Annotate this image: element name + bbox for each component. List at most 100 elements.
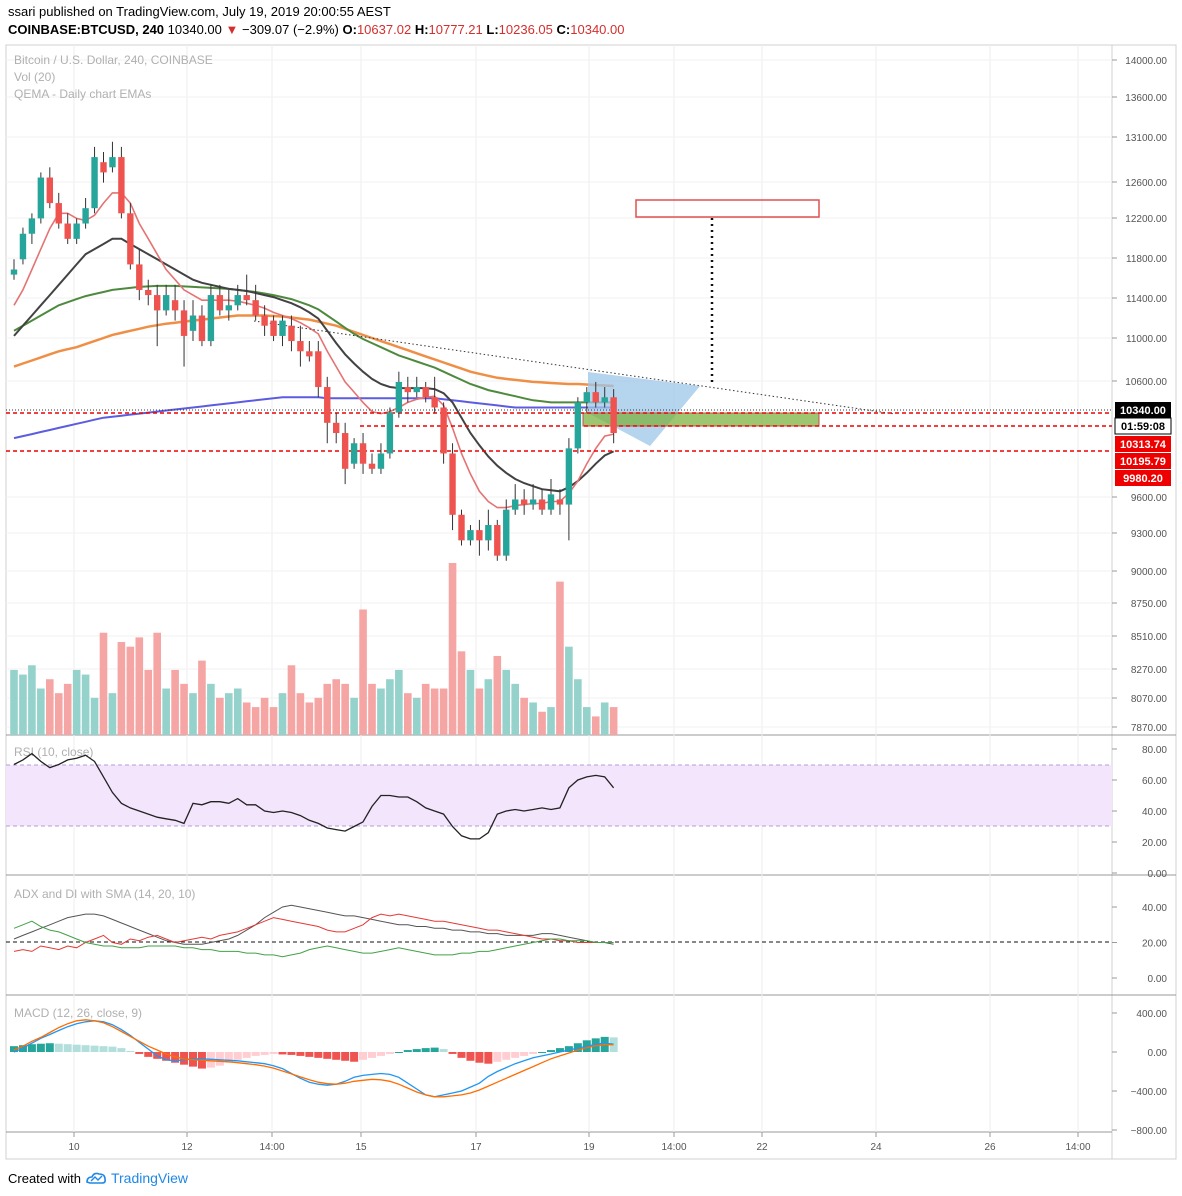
volume-bar — [46, 679, 54, 735]
volume-bar — [493, 655, 502, 735]
level-tag — [1115, 453, 1171, 469]
candle-down — [55, 203, 62, 224]
macd-histogram-bar — [117, 1048, 126, 1052]
macd-title: MACD (12, 26, close, 9) — [14, 1006, 142, 1020]
macd-histogram-bar — [269, 1052, 278, 1054]
rsi-series — [13, 752, 615, 840]
macd-histogram-bar — [287, 1052, 296, 1055]
candle-up — [547, 494, 555, 510]
volume-bar — [314, 697, 323, 735]
support-zone[interactable] — [582, 412, 820, 427]
last-price: 10340.00 — [167, 22, 222, 37]
macd-histogram-bar — [555, 1048, 564, 1052]
price-tick-label: 12200.00 — [1125, 214, 1167, 225]
ema-black-line — [13, 237, 615, 493]
volume-bar — [108, 693, 117, 735]
candle-up — [28, 218, 36, 234]
candle-down — [180, 310, 188, 336]
price-change: −309.07 (−2.9%) — [242, 22, 339, 37]
candle-down — [476, 530, 483, 541]
macd-histogram-bar — [108, 1046, 117, 1052]
volume-bar — [135, 637, 144, 735]
candle-up — [574, 402, 582, 449]
candle-up — [350, 443, 358, 464]
last-price-tag-text: 10340.00 — [1120, 405, 1166, 417]
candle-down — [449, 453, 456, 515]
macd-histogram-bar — [144, 1052, 153, 1057]
ema-green-line — [13, 284, 614, 404]
target-zone[interactable] — [635, 199, 820, 218]
time-tick-label: 26 — [984, 1142, 996, 1153]
candle-down — [359, 443, 367, 464]
volume-bar — [341, 683, 349, 735]
pane-tick-label: 60.00 — [1142, 776, 1167, 787]
volume-bar — [359, 609, 367, 735]
macd-histogram-bar — [233, 1052, 242, 1060]
macd-histogram-bar — [72, 1044, 81, 1052]
macd-histogram-bar — [421, 1048, 430, 1052]
time-tick-label: 14:00 — [259, 1142, 284, 1153]
trendline[interactable] — [253, 320, 896, 415]
volume-bar — [386, 679, 394, 735]
price-tick-label: 8270.00 — [1131, 665, 1168, 676]
volume-bar — [475, 688, 484, 735]
tradingview-brand[interactable]: TradingView — [110, 1170, 189, 1186]
candle-up — [395, 381, 403, 413]
candle-down — [341, 433, 349, 469]
adx-title: ADX and DI with SMA (14, 20, 10) — [14, 887, 195, 901]
candle-down — [64, 223, 71, 239]
macd-histogram-bar — [323, 1052, 332, 1059]
macd-histogram-bar — [314, 1052, 323, 1058]
macd-histogram-bar — [412, 1049, 421, 1052]
candle-up — [91, 157, 98, 209]
volume-bar — [180, 683, 188, 735]
candle-down — [368, 463, 376, 469]
macd-histogram-bar — [10, 1046, 18, 1052]
candle-down — [288, 325, 295, 342]
volume-bar — [260, 697, 269, 735]
projection-triangle[interactable] — [588, 372, 700, 446]
volume-bar — [278, 693, 287, 735]
pane-tick-label: 40.00 — [1142, 807, 1167, 818]
macd-histogram-bar — [63, 1044, 72, 1052]
volume-bar — [421, 683, 430, 735]
candle-down — [216, 295, 224, 311]
volume-bar — [412, 697, 421, 735]
volume-bar — [484, 679, 493, 735]
volume-bar — [368, 683, 376, 735]
macd-histogram-bar — [215, 1052, 224, 1066]
macd-histogram-bar — [538, 1052, 547, 1053]
close-value: 10340.00 — [570, 22, 625, 37]
candle-down — [422, 387, 429, 398]
price-axis: 14000.00 13600.00 13100.00 12600.00 12200.00… — [1112, 56, 1167, 734]
macd-line — [13, 1020, 614, 1098]
candle-up — [225, 305, 232, 311]
candle-down — [145, 289, 152, 296]
price-tick-label: 10600.00 — [1125, 377, 1167, 388]
volume-bar — [90, 697, 99, 735]
volume-bar — [207, 683, 215, 735]
pane-tick-label: 40.00 — [1142, 903, 1167, 914]
candle-down — [118, 157, 125, 214]
candle-up — [37, 177, 45, 219]
pane-tick-label: −800.00 — [1131, 1126, 1168, 1137]
volume-bar — [574, 679, 582, 735]
pane-tick-label: −400.00 — [1131, 1087, 1168, 1098]
candle-down — [556, 499, 564, 505]
macd-histogram-bar — [403, 1050, 412, 1052]
pane-tick-label: 80.00 — [1142, 745, 1167, 756]
volume-bar — [242, 702, 251, 735]
candle-down — [198, 315, 206, 342]
symbol-quote-line: COINBASE:BTCUSD, 240 10340.00 ▼ −309.07 … — [8, 22, 624, 37]
volume-bar — [269, 707, 278, 735]
level-tag-text: 10313.74 — [1120, 439, 1167, 451]
adx-series — [13, 913, 614, 952]
volume-bar — [144, 669, 153, 735]
volume-bar — [511, 683, 519, 735]
volume-bar — [323, 683, 332, 735]
candle-up — [386, 412, 394, 454]
candle-up — [529, 499, 537, 505]
candle-down — [46, 177, 53, 204]
macd-histogram-bar — [502, 1052, 511, 1060]
